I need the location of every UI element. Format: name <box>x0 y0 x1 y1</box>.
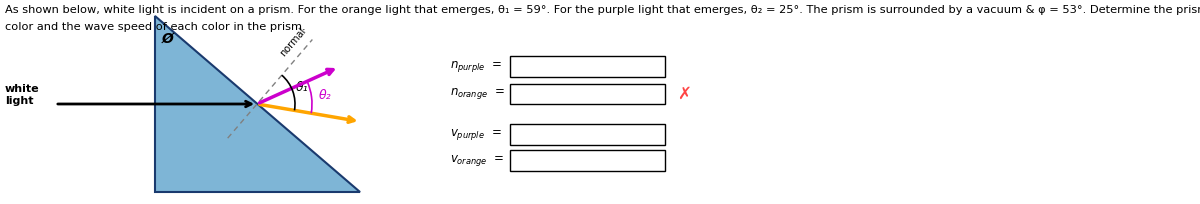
Text: color and the wave speed of each color in the prism.: color and the wave speed of each color i… <box>5 22 306 32</box>
Text: normal: normal <box>278 26 307 58</box>
Text: θ₁: θ₁ <box>296 81 308 94</box>
FancyBboxPatch shape <box>510 55 665 76</box>
Text: $v_{orange}$  =: $v_{orange}$ = <box>450 153 504 167</box>
Polygon shape <box>155 16 360 192</box>
Text: Ø: Ø <box>162 32 174 46</box>
Text: $n_{orange}$  =: $n_{orange}$ = <box>450 86 505 102</box>
FancyBboxPatch shape <box>510 150 665 171</box>
Text: As shown below, white light is incident on a prism. For the orange light that em: As shown below, white light is incident … <box>5 5 1200 15</box>
Text: 2.02823: 2.02823 <box>517 88 565 101</box>
Text: ✗: ✗ <box>677 85 691 103</box>
FancyBboxPatch shape <box>510 83 665 104</box>
Text: white
light: white light <box>5 84 40 106</box>
Text: $v_{purple}$  =: $v_{purple}$ = <box>450 126 502 142</box>
Text: $n_{purple}$  =: $n_{purple}$ = <box>450 59 503 73</box>
Text: θ₂: θ₂ <box>319 89 331 102</box>
FancyBboxPatch shape <box>510 123 665 144</box>
